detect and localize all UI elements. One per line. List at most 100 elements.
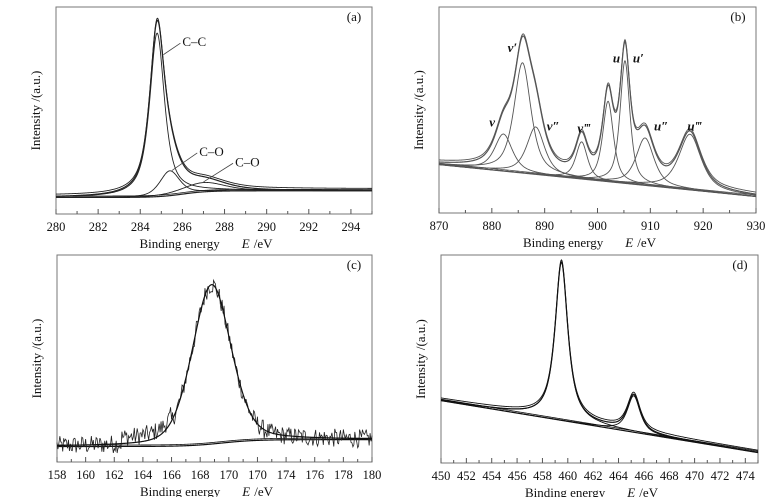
plot-frame [440,254,759,464]
annotation-leader-line [163,42,181,55]
x-axis-unit: /eV [637,235,656,250]
envelope-fit-line [56,284,373,447]
x-tick-label: 280 [47,220,66,234]
peak-annotation: v′ [508,40,518,55]
fit-component-line [55,32,372,197]
x-tick-label: 890 [535,219,554,233]
x-tick-label: 464 [609,469,629,483]
x-tick-label: 294 [342,220,362,234]
x-tick-label: 158 [48,468,67,482]
annotation-leader-line [171,152,198,171]
x-axis-unit: /eV [254,484,273,497]
x-tick-label: 458 [533,469,552,483]
x-tick-label: 170 [219,468,238,482]
peak-annotation: v [489,114,495,129]
x-tick-label: 920 [694,219,713,233]
plot-frame [438,6,757,214]
x-axis-unit: /eV [254,236,273,251]
x-tick-label: 910 [641,219,660,233]
background-line [57,437,372,446]
fit-component-line [438,133,757,197]
x-tick-label: 162 [105,468,124,482]
x-tick-label: 880 [482,219,501,233]
panel-label: (b) [730,9,745,24]
peak-annotation: C–O [199,144,224,159]
x-tick-label: 462 [584,469,603,483]
x-axis-title-text: Binding energy [525,485,606,497]
x-tick-label: 166 [162,468,181,482]
x-tick-label: 460 [558,469,577,483]
x-tick-label: 900 [588,219,607,233]
x-tick-label: 282 [89,220,108,234]
x-tick-label: 170 [248,468,267,482]
raw-data-line [440,259,759,451]
x-tick-label: 450 [432,469,451,483]
x-axis-title: Binding energy E/eV [140,484,274,497]
raw-data-line [438,33,757,193]
envelope-fit-line [440,260,759,453]
x-axis-title: Binding energy E/eV [525,485,659,497]
x-tick-label: 468 [660,469,679,483]
envelope-fit-line [438,35,757,195]
x-tick-label: 168 [191,468,210,482]
x-axis-variable: E [241,236,250,251]
x-tick-label: 292 [299,220,318,234]
x-axis-title-text: Binding energy [140,484,221,497]
x-axis-title-text: Binding energy [523,235,604,250]
x-tick-label: 176 [305,468,324,482]
panel-d: 450 452 454 456 458 460 462 464 466 468 470 472 474 B… [413,254,759,497]
x-tick-label: 474 [736,469,756,483]
x-tick-label: 472 [711,469,730,483]
x-tick-label: 456 [508,469,527,483]
x-tick-label: 286 [173,220,192,234]
panel-a: 280 282 284 286 288 290 292 294 Binding energy E /… [28,6,373,251]
background-line [56,188,372,197]
x-tick-label: 174 [277,468,297,482]
raw-data-line [56,278,373,454]
annotation-leader-line [203,162,234,183]
x-tick-label: 452 [457,469,476,483]
x-tick-label: 930 [747,219,766,233]
y-axis-title: Intensity /(a.u.) [411,70,426,150]
x-axis-variable: E [624,235,633,250]
x-tick-label: 180 [363,468,382,482]
peak-annotation: u′ [633,51,644,66]
x-tick-label: 178 [334,468,353,482]
panel-label: (a) [347,9,361,24]
x-axis-variable: E [241,484,250,497]
x-axis-unit: /eV [639,485,658,497]
y-axis-title: Intensity /(a.u.) [29,319,44,399]
peak-annotation: u [613,51,620,66]
y-axis-title: Intensity /(a.u.) [413,319,428,399]
plot-frame [55,6,373,215]
peak-annotation: C–C [182,34,206,49]
fit-component-line [438,133,757,196]
raw-data-line [55,17,372,195]
x-axis-variable: E [626,485,635,497]
y-axis-title: Intensity /(a.u.) [28,71,43,151]
x-tick-label: 470 [685,469,704,483]
x-tick-label: 288 [215,220,234,234]
x-tick-label: 164 [134,468,154,482]
fit-component-line [440,261,759,453]
x-axis-title: Binding energy E/eV [523,235,657,250]
x-axis-title: Binding energy E/eV [139,236,273,251]
x-tick-label: 284 [131,220,151,234]
x-tick-label: 290 [257,220,276,234]
background-line [57,439,372,448]
panel-b: 870 880 890 900 910 920 930 Binding energy E/eV I… [411,6,766,250]
x-axis-title-text: Binding energy [139,236,220,251]
peak-annotation: v″ [547,118,560,133]
panel-c: 158 160 162 164 166 168 170 170 174 176 178 180 Bind… [29,254,382,497]
envelope-fit-line [55,19,372,197]
peak-annotation: v‴ [577,121,591,136]
peak-annotation: C–O [235,154,260,169]
panel-label: (c) [347,257,361,272]
peak-annotation: u‴ [687,118,702,133]
peak-annotation: u″ [654,118,668,133]
panel-label: (d) [732,257,747,272]
x-tick-label: 160 [76,468,95,482]
x-tick-label: 454 [482,469,502,483]
x-tick-label: 466 [635,469,654,483]
